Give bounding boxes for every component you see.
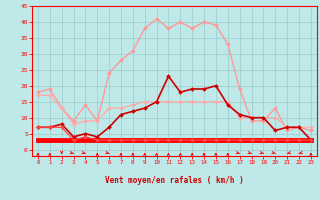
X-axis label: Vent moyen/en rafales ( km/h ): Vent moyen/en rafales ( km/h ) (105, 176, 244, 185)
